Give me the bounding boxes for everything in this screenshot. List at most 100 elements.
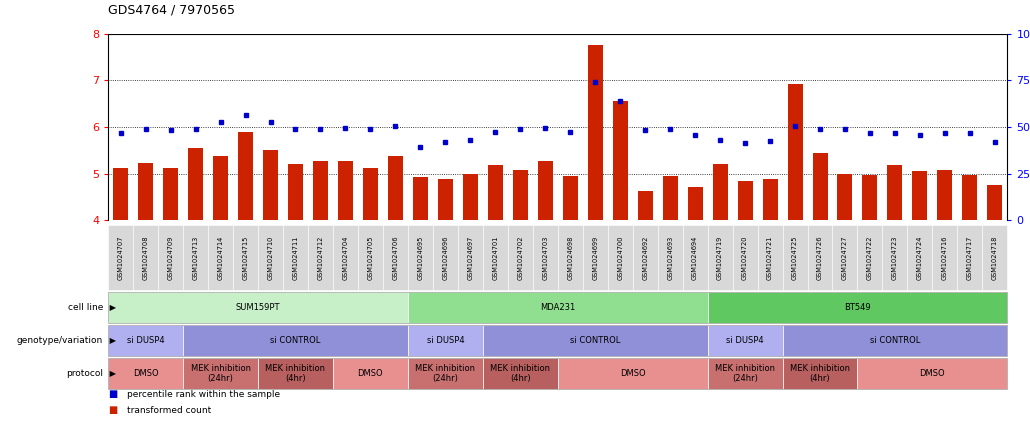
Text: GSM1024718: GSM1024718 <box>992 235 998 280</box>
Text: GSM1024720: GSM1024720 <box>742 235 748 280</box>
Text: GSM1024694: GSM1024694 <box>692 235 698 280</box>
Text: GSM1024708: GSM1024708 <box>142 235 148 280</box>
Text: ▶: ▶ <box>107 303 116 312</box>
Text: si DUSP4: si DUSP4 <box>127 336 165 345</box>
Bar <box>713 165 727 220</box>
Bar <box>313 161 328 220</box>
Text: GSM1024703: GSM1024703 <box>542 235 548 280</box>
Text: MEK inhibition
(4hr): MEK inhibition (4hr) <box>490 364 550 383</box>
Text: GSM1024700: GSM1024700 <box>617 235 623 280</box>
Bar <box>862 175 878 220</box>
Text: GSM1024695: GSM1024695 <box>417 235 423 280</box>
Bar <box>737 181 753 220</box>
Bar <box>388 157 403 220</box>
Text: DMSO: DMSO <box>357 369 383 378</box>
Bar <box>538 161 553 220</box>
Text: GSM1024701: GSM1024701 <box>492 235 499 280</box>
Text: MEK inhibition
(24hr): MEK inhibition (24hr) <box>191 364 250 383</box>
Text: ■: ■ <box>108 404 117 415</box>
Bar <box>113 168 128 220</box>
Text: ■: ■ <box>108 389 117 399</box>
Text: GSM1024697: GSM1024697 <box>468 235 474 280</box>
Bar <box>788 84 802 220</box>
Bar <box>363 168 378 220</box>
Bar <box>937 170 953 220</box>
Bar <box>438 179 453 220</box>
Text: GSM1024702: GSM1024702 <box>517 235 523 280</box>
Text: SUM159PT: SUM159PT <box>236 303 280 312</box>
Text: percentile rank within the sample: percentile rank within the sample <box>127 390 280 399</box>
Text: ▶: ▶ <box>107 369 116 378</box>
Text: GSM1024726: GSM1024726 <box>817 235 823 280</box>
Bar <box>462 174 478 220</box>
Text: GSM1024713: GSM1024713 <box>193 235 199 280</box>
Bar <box>762 179 778 220</box>
Bar <box>238 132 253 220</box>
Text: si DUSP4: si DUSP4 <box>726 336 764 345</box>
Bar <box>562 176 578 220</box>
Bar <box>513 170 527 220</box>
Bar <box>263 151 278 220</box>
Bar <box>638 191 653 220</box>
Text: GSM1024721: GSM1024721 <box>767 235 774 280</box>
Bar <box>163 168 178 220</box>
Text: DMSO: DMSO <box>133 369 159 378</box>
Text: GSM1024724: GSM1024724 <box>917 235 923 280</box>
Text: GSM1024711: GSM1024711 <box>293 235 299 280</box>
Bar <box>213 156 228 220</box>
Text: GSM1024699: GSM1024699 <box>592 235 598 280</box>
Text: GSM1024714: GSM1024714 <box>217 235 224 280</box>
Bar <box>837 174 853 220</box>
Bar <box>613 102 627 220</box>
Text: ▶: ▶ <box>107 336 116 345</box>
Text: MEK inhibition
(24hr): MEK inhibition (24hr) <box>715 364 776 383</box>
Text: GSM1024705: GSM1024705 <box>368 235 374 280</box>
Bar <box>338 161 353 220</box>
Text: GSM1024723: GSM1024723 <box>892 235 898 280</box>
Bar <box>138 163 153 220</box>
Bar <box>662 176 678 220</box>
Bar <box>988 185 1002 220</box>
Bar <box>813 153 827 220</box>
Bar <box>188 148 203 220</box>
Text: GSM1024706: GSM1024706 <box>392 235 399 280</box>
Text: GSM1024693: GSM1024693 <box>667 235 674 280</box>
Bar <box>962 175 977 220</box>
Text: GSM1024716: GSM1024716 <box>941 235 948 280</box>
Text: GSM1024717: GSM1024717 <box>967 235 973 280</box>
Text: BT549: BT549 <box>845 303 870 312</box>
Text: si CONTROL: si CONTROL <box>570 336 620 345</box>
Text: GDS4764 / 7970565: GDS4764 / 7970565 <box>108 4 235 17</box>
Text: GSM1024712: GSM1024712 <box>317 235 323 280</box>
Text: GSM1024696: GSM1024696 <box>442 235 448 280</box>
Text: GSM1024709: GSM1024709 <box>168 235 174 280</box>
Text: GSM1024707: GSM1024707 <box>117 235 124 280</box>
Text: si DUSP4: si DUSP4 <box>426 336 465 345</box>
Text: GSM1024725: GSM1024725 <box>792 235 798 280</box>
Text: si CONTROL: si CONTROL <box>270 336 320 345</box>
Bar <box>413 178 427 220</box>
Bar <box>888 165 902 220</box>
Text: DMSO: DMSO <box>920 369 946 378</box>
Text: MEK inhibition
(4hr): MEK inhibition (4hr) <box>266 364 325 383</box>
Text: DMSO: DMSO <box>620 369 646 378</box>
Text: GSM1024719: GSM1024719 <box>717 235 723 280</box>
Bar <box>688 187 702 220</box>
Bar <box>913 171 927 220</box>
Text: genotype/variation: genotype/variation <box>16 336 103 345</box>
Text: GSM1024722: GSM1024722 <box>867 235 873 280</box>
Bar <box>588 46 603 220</box>
Text: GSM1024710: GSM1024710 <box>268 235 274 280</box>
Text: MEK inhibition
(24hr): MEK inhibition (24hr) <box>415 364 476 383</box>
Text: GSM1024698: GSM1024698 <box>568 235 574 280</box>
Text: si CONTROL: si CONTROL <box>869 336 920 345</box>
Text: GSM1024704: GSM1024704 <box>342 235 348 280</box>
Bar <box>288 165 303 220</box>
Text: GSM1024692: GSM1024692 <box>642 235 648 280</box>
Bar <box>488 165 503 220</box>
Text: GSM1024715: GSM1024715 <box>242 235 248 280</box>
Text: cell line: cell line <box>68 303 103 312</box>
Text: transformed count: transformed count <box>127 406 211 415</box>
Text: GSM1024727: GSM1024727 <box>842 235 848 280</box>
Text: MDA231: MDA231 <box>540 303 576 312</box>
